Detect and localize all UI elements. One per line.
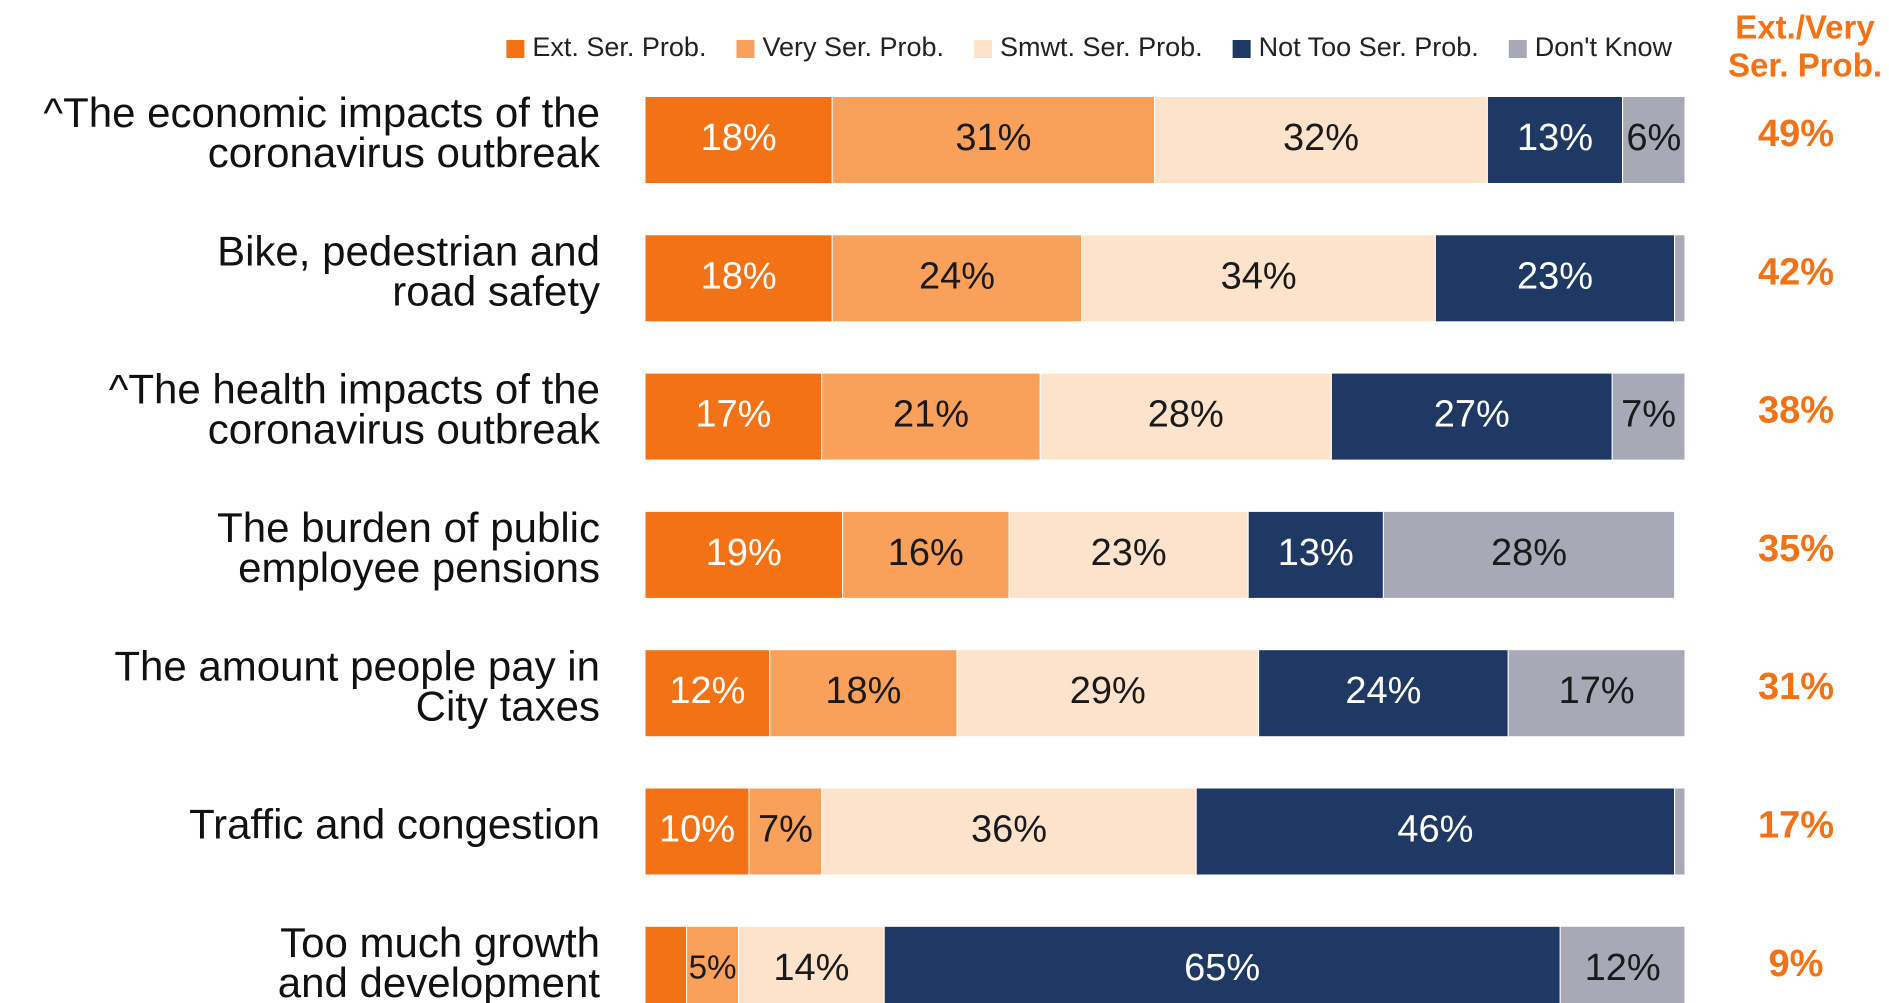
legend-label: Don't Know: [1535, 32, 1673, 62]
data-label: 12%: [1585, 947, 1661, 989]
bar-segment: [821, 787, 1197, 876]
category-label: road safety: [392, 267, 600, 314]
total-label: 42%: [1758, 251, 1834, 293]
data-label: 18%: [701, 117, 777, 159]
category-label: The amount people pay in: [114, 642, 600, 689]
category-label: coronavirus outbreak: [208, 406, 601, 453]
bar-segment: [1611, 372, 1686, 461]
data-label: 23%: [1091, 532, 1167, 574]
bar-segment: [644, 787, 750, 876]
bar-segment: [1330, 372, 1613, 461]
data-label: 34%: [1221, 255, 1297, 297]
data-label: 17%: [1559, 670, 1635, 712]
legend-label: Very Ser. Prob.: [762, 32, 944, 62]
bar-segment: [1195, 787, 1676, 876]
bar-segment: [883, 925, 1561, 1003]
data-label: 46%: [1397, 809, 1473, 851]
bar-segment: [644, 925, 688, 1003]
legend-swatch: [736, 40, 755, 58]
bar-segment: [1559, 925, 1686, 1003]
data-label: 31%: [955, 117, 1031, 159]
bar-segment: [831, 96, 1156, 184]
totals-title: Ext./Very: [1735, 9, 1875, 46]
bar-segment: [738, 925, 885, 1003]
legend-swatch: [1508, 40, 1527, 58]
data-label: 7%: [1621, 394, 1676, 436]
bar-segment: [1008, 510, 1249, 599]
data-label: 24%: [919, 255, 995, 297]
bar-segment: [1247, 510, 1384, 599]
bar-segment: [644, 649, 771, 738]
bar-segment: [1507, 649, 1686, 738]
category-label: Bike, pedestrian and: [217, 227, 600, 274]
data-label: 32%: [1283, 117, 1359, 159]
bar-segment: [1154, 96, 1488, 184]
category-label: Traffic and congestion: [189, 801, 600, 848]
bar-segment: [1258, 649, 1509, 738]
legend-swatch: [974, 40, 993, 58]
data-label: 12%: [669, 670, 745, 712]
data-label: 36%: [971, 809, 1047, 851]
data-label: 18%: [825, 670, 901, 712]
bar-segment: [1486, 96, 1624, 184]
data-label: 16%: [888, 532, 964, 574]
bar-segment: [644, 234, 833, 323]
data-label: 27%: [1434, 394, 1510, 436]
category-label: ^The health impacts of the: [109, 366, 600, 413]
data-label: 21%: [893, 394, 969, 436]
data-label: 23%: [1517, 255, 1593, 297]
data-label: 10%: [659, 809, 735, 851]
category-label: and development: [278, 959, 601, 1003]
total-label: 38%: [1758, 390, 1834, 432]
category-label: The burden of public: [217, 504, 600, 551]
category-label: coronavirus outbreak: [208, 129, 601, 176]
data-label: 28%: [1148, 394, 1224, 436]
bar-segment: [644, 372, 823, 461]
data-label: 19%: [706, 532, 782, 574]
category-label: Too much growth: [280, 919, 600, 966]
data-label: 29%: [1070, 670, 1146, 712]
bar-segment: [842, 510, 1010, 599]
category-label: employee pensions: [238, 544, 600, 591]
category-label: ^The economic impacts of the: [43, 89, 600, 136]
totals-title: Ser. Prob.: [1728, 47, 1882, 84]
data-label: 7%: [758, 809, 813, 851]
legend-swatch: [1232, 40, 1251, 58]
bar-segment: [1674, 787, 1686, 876]
data-label: 65%: [1184, 947, 1260, 989]
data-label: 28%: [1491, 532, 1567, 574]
bar-segment: [821, 372, 1041, 461]
bar-segment: [1382, 510, 1676, 599]
data-label: 17%: [695, 394, 771, 436]
legend-label: Ext. Ser. Prob.: [532, 32, 706, 62]
bar-segment: [831, 234, 1083, 323]
bar-segment: [1434, 234, 1676, 323]
total-label: 9%: [1769, 943, 1824, 985]
data-label: 24%: [1345, 670, 1421, 712]
data-label: 6%: [1626, 117, 1681, 159]
bar-segment: [1081, 234, 1436, 323]
bar-segment: [769, 649, 958, 738]
data-label: 13%: [1278, 532, 1354, 574]
bar-segment: [644, 96, 833, 184]
total-label: 49%: [1758, 113, 1834, 155]
category-label: City taxes: [416, 682, 600, 729]
bar-segment: [686, 925, 740, 1003]
total-label: 31%: [1758, 666, 1834, 708]
data-label: 14%: [773, 947, 849, 989]
bar-segment: [1622, 96, 1686, 184]
legend-label: Not Too Ser. Prob.: [1259, 32, 1479, 62]
total-label: 35%: [1758, 528, 1834, 570]
data-label: 5%: [689, 950, 737, 987]
bar-segment: [644, 510, 844, 599]
legend-label: Smwt. Ser. Prob.: [1000, 32, 1203, 62]
data-label: 13%: [1517, 117, 1593, 159]
total-label: 17%: [1758, 805, 1834, 847]
data-label: 18%: [701, 255, 777, 297]
bar-segment: [1674, 234, 1686, 323]
legend-swatch: [506, 40, 525, 58]
